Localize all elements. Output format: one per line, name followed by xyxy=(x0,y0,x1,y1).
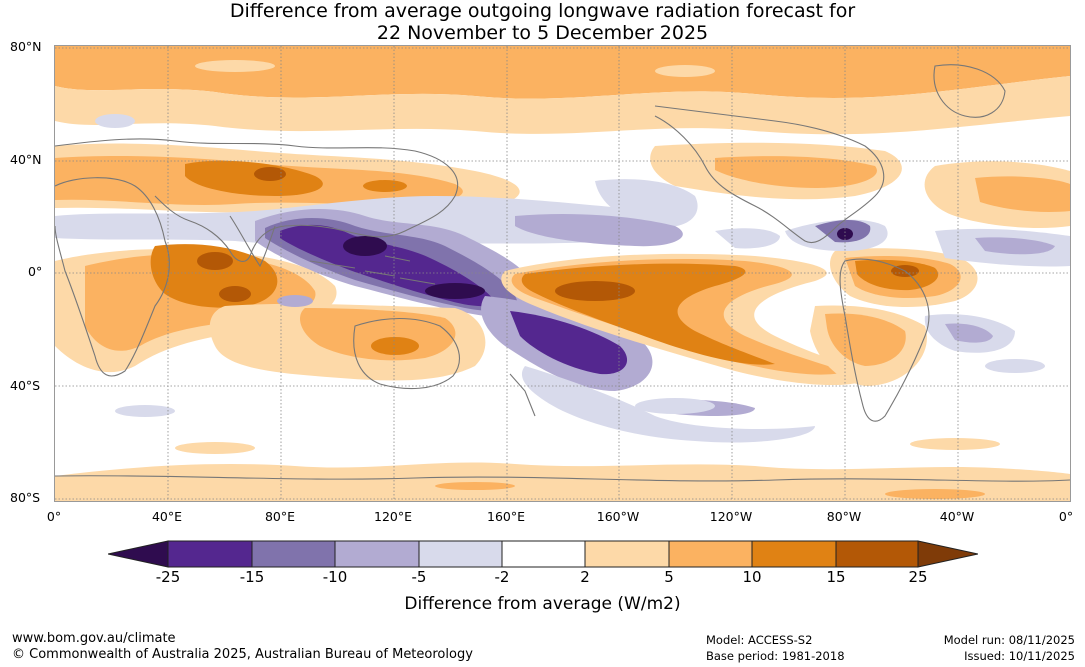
lat-label-40s: 40°S xyxy=(10,378,41,393)
colorbar-tick-8: 10 xyxy=(742,568,762,586)
colorbar-swatch-2 xyxy=(251,540,336,568)
lon-label-80e: 80°E xyxy=(264,509,296,524)
chart-title: Difference from average outgoing longwav… xyxy=(0,0,1085,44)
colorbar-swatch-5 xyxy=(501,540,586,568)
colorbar-tick-3: -10 xyxy=(322,568,348,586)
colorbar-swatch-1 xyxy=(167,540,253,568)
lat-label-80s: 80°S xyxy=(10,490,41,505)
lat-label-eq: 0° xyxy=(28,264,43,279)
colorbar-title: Difference from average (W/m2) xyxy=(404,594,681,614)
lon-label-0: 0° xyxy=(46,509,62,524)
base-period: Base period: 1981-2018 xyxy=(706,649,845,663)
colorbar-tick-2: -15 xyxy=(239,568,265,586)
issued-date: Issued: 10/11/2025 xyxy=(964,649,1075,663)
colorbar-tick-1: -25 xyxy=(155,568,181,586)
colorbar-swatch-8 xyxy=(751,540,837,568)
lon-label-80w: 80°W xyxy=(826,509,862,524)
colorbar-arrow-right xyxy=(917,540,978,568)
lon-label-120e: 120°E xyxy=(373,509,413,524)
colorbar-swatch-4 xyxy=(418,540,503,568)
colorbar xyxy=(108,540,978,568)
colorbar-swatch-7 xyxy=(668,540,753,568)
lon-label-0-end: 0° xyxy=(1058,509,1074,524)
model-name: Model: ACCESS-S2 xyxy=(706,633,813,647)
bom-climate-link[interactable]: www.bom.gov.au/climate xyxy=(12,631,176,646)
colorbar-tick-7: 5 xyxy=(664,568,674,586)
colorbar-tick-6: 2 xyxy=(580,568,590,586)
colorbar-swatch-9 xyxy=(835,540,919,568)
lon-label-160e: 160°E xyxy=(486,509,526,524)
colorbar-tick-10: 25 xyxy=(908,568,928,586)
colorbar-tick-9: 15 xyxy=(826,568,846,586)
colorbar-swatch-3 xyxy=(334,540,420,568)
colorbar-arrow-left xyxy=(108,540,169,568)
lon-label-160w: 160°W xyxy=(596,509,640,524)
colorbar-swatch-6 xyxy=(584,540,670,568)
title-line-1: Difference from average outgoing longwav… xyxy=(229,0,856,22)
title-line-2: 22 November to 5 December 2025 xyxy=(376,22,709,44)
lat-label-40n: 40°N xyxy=(10,152,42,167)
colorbar-tick-5: -2 xyxy=(494,568,510,586)
copyright-text: © Commonwealth of Australia 2025, Austra… xyxy=(12,647,473,662)
olr-anomaly-map xyxy=(54,45,1071,502)
lat-label-80n: 80°N xyxy=(10,39,42,54)
lon-label-120w: 120°W xyxy=(709,509,753,524)
colorbar-tick-4: -5 xyxy=(411,568,427,586)
lon-label-40e: 40°E xyxy=(151,509,183,524)
lon-label-40w: 40°W xyxy=(939,509,975,524)
model-run-date: Model run: 08/11/2025 xyxy=(943,633,1075,647)
